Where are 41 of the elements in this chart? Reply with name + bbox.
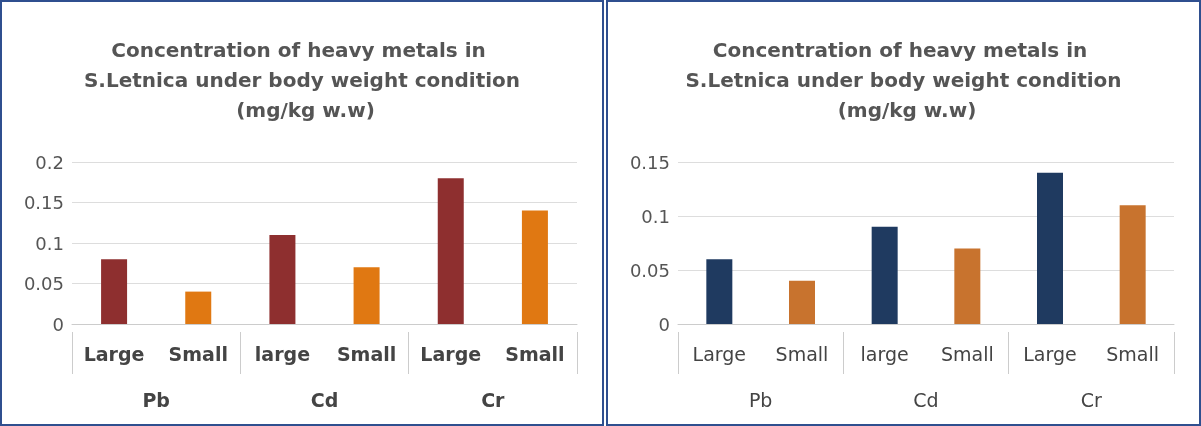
x-tick-label: Small bbox=[505, 342, 565, 365]
chart-title: Concentration of heavy metals in S.Letnica under body weight condition (mg/kg w.w) bbox=[685, 38, 1122, 122]
x-tick-label: Small bbox=[940, 342, 994, 365]
y-tick-label: 0 bbox=[658, 313, 670, 335]
x-tick-label: Large bbox=[420, 342, 482, 365]
y-tick-label: 0.1 bbox=[35, 232, 64, 254]
x-tick-label: Small bbox=[336, 342, 397, 365]
text: Cd bbox=[310, 388, 339, 411]
x-tick-label: Large bbox=[1023, 342, 1077, 365]
x-tick-label: large bbox=[860, 342, 909, 365]
bar bbox=[269, 234, 296, 324]
y-tick-label: 0.15 bbox=[629, 151, 670, 173]
y-tick-label: 0.2 bbox=[35, 151, 64, 173]
bar bbox=[521, 210, 548, 324]
bar bbox=[1119, 205, 1146, 324]
chart-title: Concentration of heavy metals in S.Letnica under body weight condition (mg/kg w.w) bbox=[83, 38, 521, 122]
bar bbox=[871, 226, 898, 324]
text: Cr bbox=[481, 388, 506, 411]
bar bbox=[706, 259, 733, 324]
text: Pb bbox=[748, 388, 773, 411]
y-tick-label: 0.05 bbox=[629, 259, 670, 281]
bar bbox=[185, 291, 212, 324]
x-tick-label: Small bbox=[168, 342, 228, 365]
y-tick-label: 0.05 bbox=[23, 273, 64, 294]
bar bbox=[954, 248, 981, 324]
bar bbox=[1037, 172, 1063, 324]
x-tick-label: Small bbox=[775, 342, 829, 365]
text: Cr bbox=[1080, 388, 1103, 411]
text: Pb bbox=[142, 388, 170, 411]
text: Cd bbox=[913, 388, 939, 411]
bar bbox=[789, 280, 815, 324]
x-tick-label: Large bbox=[692, 342, 747, 365]
bar bbox=[353, 267, 380, 324]
x-tick-label: Large bbox=[83, 342, 145, 365]
x-tick-label: Small bbox=[1106, 342, 1160, 365]
x-tick-label: large bbox=[254, 342, 311, 365]
bar bbox=[101, 259, 128, 324]
bar bbox=[437, 178, 464, 324]
y-tick-label: 0 bbox=[52, 313, 64, 335]
y-tick-label: 0.1 bbox=[641, 205, 670, 227]
y-tick-label: 0.15 bbox=[23, 192, 64, 213]
